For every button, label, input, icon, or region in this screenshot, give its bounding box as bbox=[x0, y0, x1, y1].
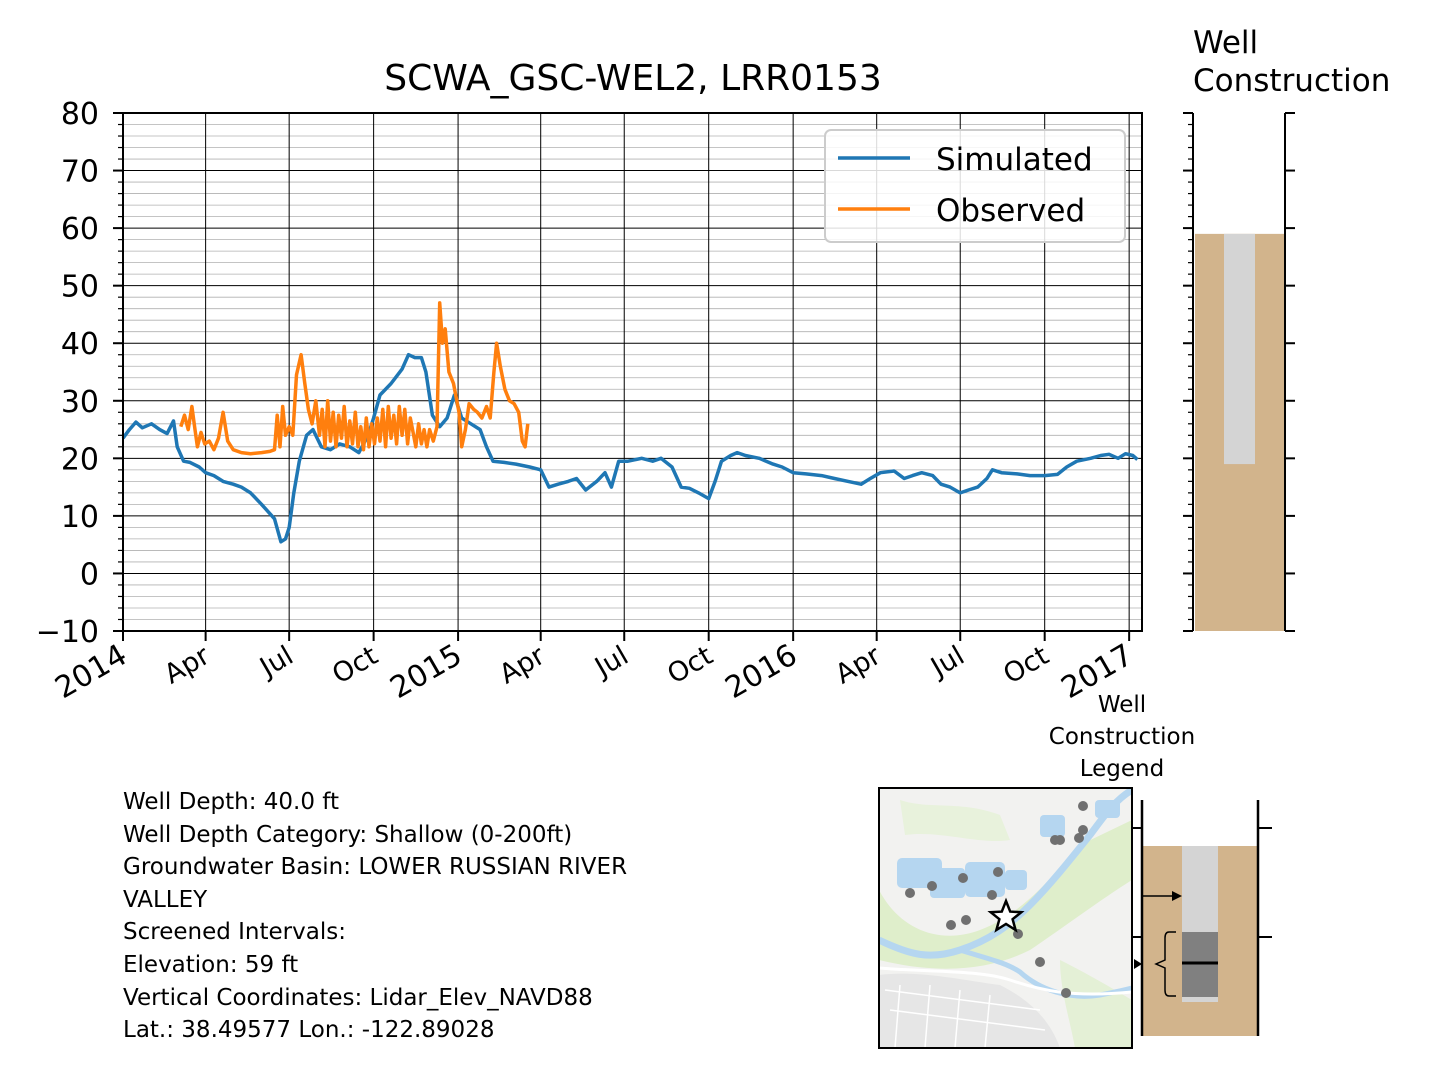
wc-legend-title-line1: Well bbox=[1098, 692, 1146, 718]
x-tick-label: Jul bbox=[253, 640, 298, 684]
star-icon bbox=[987, 897, 1025, 933]
well-dot-icon bbox=[1013, 929, 1023, 939]
x-tick-label: Oct bbox=[327, 640, 383, 690]
well-dot-icon bbox=[927, 881, 937, 891]
series-group bbox=[121, 301, 1139, 544]
x-tick-label: Oct bbox=[998, 640, 1054, 690]
groundwater-basin-cont: VALLEY bbox=[123, 886, 208, 913]
series-line-observed bbox=[179, 301, 530, 456]
legend: Simulated Observed bbox=[824, 129, 1126, 243]
x-tick-label: Apr bbox=[494, 640, 551, 691]
wc-legend-sump bbox=[1182, 997, 1218, 1002]
well-dot-icon bbox=[993, 867, 1003, 877]
y-tick-label: 60 bbox=[61, 212, 99, 247]
map-urban-area bbox=[879, 973, 1060, 1048]
y-tick-label: 40 bbox=[61, 327, 99, 362]
elevation: Elevation: 59 ft bbox=[123, 951, 299, 978]
vertical-coordinates: Vertical Coordinates: Lidar_Elev_NAVD88 bbox=[123, 984, 593, 1011]
well-panel-ticks bbox=[1183, 112, 1295, 632]
map-streets bbox=[884, 984, 1046, 1048]
x-tick-label: Apr bbox=[830, 640, 887, 691]
map-vegetation bbox=[900, 800, 1010, 842]
well-dot-icon bbox=[1074, 833, 1084, 843]
x-tick-label: Jul bbox=[924, 640, 969, 684]
well-dot-icon bbox=[958, 873, 968, 883]
wc-legend-bracket bbox=[1154, 931, 1176, 997]
y-axis: 80 70 60 50 40 30 20 10 0 −10 bbox=[36, 97, 123, 650]
map-river bbox=[879, 788, 1132, 959]
well-construction-title-line1: Well bbox=[1193, 25, 1258, 61]
map-frame bbox=[878, 787, 1133, 1049]
nearby-wells bbox=[905, 801, 1088, 998]
x-tick-label: Oct bbox=[662, 640, 718, 690]
well-depth-category: Well Depth Category: Shallow (0-200ft) bbox=[123, 821, 573, 848]
location-map bbox=[878, 787, 1133, 1049]
well-dot-icon bbox=[987, 890, 997, 900]
plot-frame bbox=[122, 112, 1143, 632]
y-tick-label: 0 bbox=[80, 557, 99, 592]
wc-legend-casing bbox=[1182, 846, 1218, 932]
groundwater-basin: Groundwater Basin: LOWER RUSSIAN RIVER bbox=[123, 854, 628, 881]
well-dot-icon bbox=[1061, 988, 1071, 998]
well-casing bbox=[1224, 233, 1255, 465]
y-tick-label: 10 bbox=[61, 500, 99, 535]
well-dot-icon bbox=[1078, 825, 1088, 835]
legend-label-simulated: Simulated bbox=[936, 142, 1093, 178]
lat-lon: Lat.: 38.49577 Lon.: -122.89028 bbox=[123, 1017, 495, 1044]
map-pond bbox=[1005, 870, 1027, 890]
well-construction-title-line2: Construction bbox=[1193, 63, 1390, 99]
wc-legend-title-line2: Construction bbox=[1049, 724, 1195, 750]
well-dot-icon bbox=[1035, 957, 1045, 967]
well-dot-icon bbox=[1050, 835, 1060, 845]
well-dot-icon bbox=[946, 920, 956, 930]
chart-title: SCWA_GSC-WEL2, LRR0153 bbox=[384, 58, 882, 99]
map-road bbox=[879, 966, 1132, 996]
y-tick-label: 20 bbox=[61, 442, 99, 477]
wc-legend-arrowhead-icon bbox=[1172, 891, 1182, 901]
well-info: Well Depth: 40.0 ft Well Depth Category:… bbox=[123, 786, 627, 1047]
map-pond bbox=[1095, 800, 1120, 818]
legend-label-observed: Observed bbox=[936, 193, 1085, 229]
y-tick-label: −10 bbox=[36, 615, 99, 650]
well-dot-icon bbox=[905, 888, 915, 898]
y-tick-label: 80 bbox=[61, 97, 99, 132]
x-tick-label: 2015 bbox=[384, 638, 468, 706]
wc-legend-arrowhead-icon bbox=[1134, 959, 1142, 969]
x-tick-label: Jul bbox=[588, 640, 633, 684]
well-dot-icon bbox=[1078, 801, 1088, 811]
well-dot-icon bbox=[961, 915, 971, 925]
map-pond bbox=[1040, 815, 1065, 837]
y-tick-label: 70 bbox=[61, 155, 99, 190]
y-tick-label: 50 bbox=[61, 270, 99, 305]
x-tick-label: Apr bbox=[159, 640, 216, 691]
screened-intervals: Screened Intervals: bbox=[123, 919, 346, 946]
x-tick-label: 2016 bbox=[720, 638, 804, 706]
wc-legend-title-line3: Legend bbox=[1080, 756, 1165, 782]
series-line-simulated bbox=[121, 352, 1139, 544]
wc-legend-screen bbox=[1182, 932, 1218, 998]
x-axis: 2014 Apr Jul Oct 2015 Apr Jul Oct 2016 Apr Jul Oct 2… bbox=[49, 631, 1139, 706]
well-depth: Well Depth: 40.0 ft bbox=[123, 789, 339, 815]
map-pond bbox=[930, 868, 965, 898]
map-vegetation bbox=[1060, 960, 1132, 1048]
y-tick-label: 30 bbox=[61, 385, 99, 420]
wc-legend-diagram bbox=[1130, 800, 1272, 1036]
